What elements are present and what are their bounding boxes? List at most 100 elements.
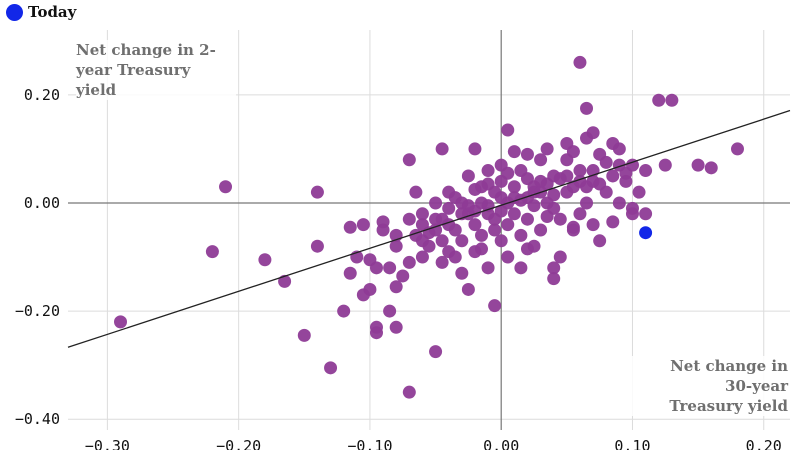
data-point xyxy=(468,182,482,196)
trendline xyxy=(67,109,791,348)
data-point xyxy=(514,193,528,207)
data-point xyxy=(632,185,646,199)
data-point xyxy=(389,280,403,294)
data-point xyxy=(435,255,449,269)
data-point xyxy=(376,223,390,237)
data-point xyxy=(324,361,338,375)
data-point xyxy=(481,177,495,191)
data-point xyxy=(586,126,600,140)
data-point xyxy=(402,153,416,167)
data-point xyxy=(580,101,594,115)
data-point xyxy=(553,250,567,264)
zero-axes xyxy=(68,30,790,430)
data-point xyxy=(639,164,653,178)
x-axis-label: Net change in 30-year Treasury yield xyxy=(618,356,788,416)
data-point xyxy=(448,191,462,205)
data-point xyxy=(606,137,620,151)
x-tick-label: 0.20 xyxy=(746,437,782,450)
data-point xyxy=(461,169,475,183)
data-point xyxy=(573,164,587,178)
data-point xyxy=(343,266,357,280)
data-point xyxy=(461,282,475,296)
data-point xyxy=(560,169,574,183)
data-point xyxy=(310,185,324,199)
data-point xyxy=(369,261,383,275)
data-point xyxy=(205,245,219,259)
data-point xyxy=(520,147,534,161)
data-point xyxy=(501,166,515,180)
y-tick-label: −0.40 xyxy=(15,410,60,428)
data-point xyxy=(501,123,515,137)
data-point xyxy=(520,212,534,226)
legend: Today xyxy=(6,3,76,21)
data-point xyxy=(658,158,672,172)
data-point xyxy=(573,55,587,69)
data-point xyxy=(475,228,489,242)
data-point xyxy=(448,250,462,264)
data-point xyxy=(415,250,429,264)
data-point xyxy=(429,196,443,210)
y-tick-label: −0.20 xyxy=(15,302,60,320)
data-point xyxy=(652,93,666,107)
data-point xyxy=(625,207,639,221)
data-point xyxy=(507,207,521,221)
x-tick-label: −0.10 xyxy=(347,437,392,450)
data-point xyxy=(278,274,292,288)
today-point xyxy=(639,226,653,240)
data-point xyxy=(665,93,679,107)
data-point xyxy=(396,269,410,283)
x-tick-label: 0.00 xyxy=(483,437,519,450)
data-point xyxy=(593,234,607,248)
data-point xyxy=(553,212,567,226)
data-point xyxy=(475,242,489,256)
data-point xyxy=(547,272,561,286)
data-point xyxy=(369,326,383,340)
data-point xyxy=(599,155,613,169)
data-point xyxy=(494,234,508,248)
data-point xyxy=(219,180,233,194)
data-point xyxy=(297,328,311,342)
data-point xyxy=(514,228,528,242)
data-points xyxy=(114,55,744,399)
data-point xyxy=(468,142,482,156)
data-point xyxy=(415,234,429,248)
data-point xyxy=(337,304,351,318)
x-tick-label: −0.20 xyxy=(216,437,261,450)
data-point xyxy=(383,304,397,318)
data-point xyxy=(429,223,443,237)
legend-label: Today xyxy=(28,3,77,21)
data-point xyxy=(540,209,554,223)
data-point xyxy=(442,201,456,215)
data-point xyxy=(514,261,528,275)
data-point xyxy=(310,239,324,253)
data-point xyxy=(501,218,515,232)
data-point xyxy=(429,212,443,226)
data-point xyxy=(415,207,429,221)
data-point xyxy=(343,220,357,234)
data-point xyxy=(488,223,502,237)
data-point xyxy=(455,234,469,248)
data-point xyxy=(501,250,515,264)
data-point xyxy=(612,196,626,210)
data-point xyxy=(429,345,443,359)
data-point xyxy=(114,315,128,329)
data-point xyxy=(580,196,594,210)
tick-labels: −0.30 −0.20 −0.10 0.00 0.10 0.20 −0.40 −0.20 0.0… xyxy=(15,86,782,450)
data-point xyxy=(534,153,548,167)
data-point xyxy=(593,177,607,191)
today-points xyxy=(639,226,653,240)
data-point xyxy=(402,385,416,399)
data-point xyxy=(389,239,403,253)
data-point xyxy=(468,218,482,232)
data-point xyxy=(507,145,521,159)
data-point xyxy=(402,212,416,226)
x-tick-label: −0.30 xyxy=(85,437,130,450)
data-point xyxy=(435,142,449,156)
data-point xyxy=(481,164,495,178)
data-point xyxy=(639,207,653,221)
data-point xyxy=(409,185,423,199)
data-point xyxy=(520,242,534,256)
circle-marker-icon xyxy=(6,3,23,21)
data-point xyxy=(494,204,508,218)
data-point xyxy=(606,215,620,229)
